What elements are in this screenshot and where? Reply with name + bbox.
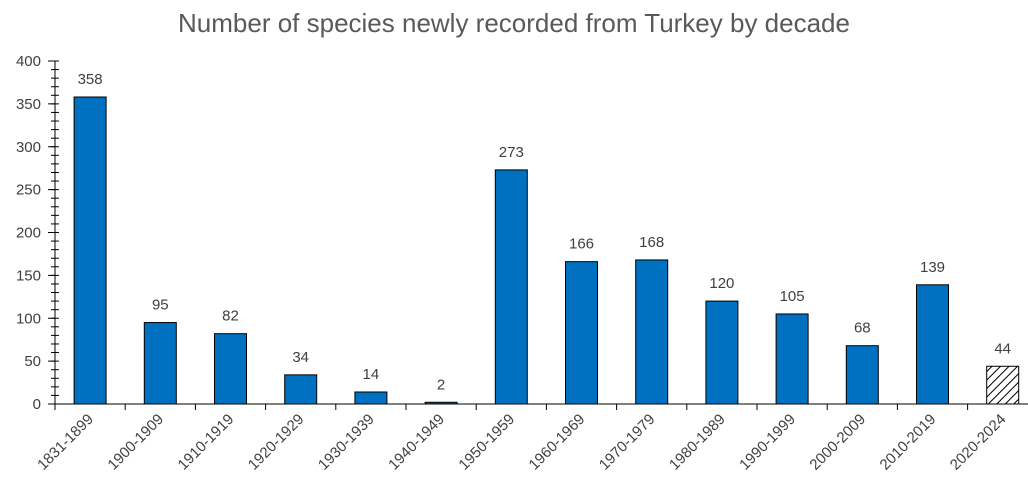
- data-label: 82: [222, 308, 239, 325]
- y-tick-label: 250: [16, 182, 41, 199]
- data-label: 95: [152, 297, 169, 314]
- bar: [494, 169, 528, 405]
- data-label: 166: [569, 236, 594, 253]
- data-label: 120: [709, 275, 734, 292]
- bar: [73, 96, 107, 405]
- data-label: 105: [780, 288, 805, 305]
- bar: [424, 401, 458, 405]
- bar: [635, 259, 669, 405]
- bar: [354, 391, 388, 405]
- bar: [986, 365, 1020, 405]
- data-label: 273: [499, 144, 524, 161]
- bar: [284, 374, 318, 405]
- bar: [705, 300, 739, 405]
- bar: [845, 345, 879, 405]
- y-tick-label: 100: [16, 310, 41, 327]
- y-tick-label: 150: [16, 267, 41, 284]
- x-tick-label: 1950-1959: [455, 411, 518, 474]
- x-tick-label: 2000-2009: [806, 411, 869, 474]
- bar: [916, 284, 949, 405]
- data-label: 44: [994, 340, 1011, 357]
- x-tick-label: 1990-1999: [736, 411, 799, 474]
- y-tick-label: 300: [16, 139, 41, 156]
- bar: [775, 313, 809, 405]
- x-tick-label: 1960-1969: [526, 411, 589, 474]
- x-tick-label: 2020-2024: [947, 411, 1010, 474]
- x-tick-label: 1970-1979: [596, 411, 659, 474]
- x-tick-label: 1980-1989: [666, 411, 729, 474]
- x-tick-label: 2010-2019: [877, 411, 940, 474]
- data-label: 139: [920, 259, 945, 276]
- data-label: 168: [639, 234, 664, 251]
- data-label: 14: [363, 366, 380, 383]
- data-label: 358: [78, 71, 103, 88]
- bar: [565, 261, 598, 405]
- chart-title: Number of species newly recorded from Tu…: [178, 8, 850, 38]
- x-tick-label: 1910-1919: [175, 411, 238, 474]
- x-tick-label: 1900-1909: [104, 411, 167, 474]
- x-tick-label: 1920-1929: [245, 411, 308, 474]
- data-label: 68: [854, 320, 871, 337]
- y-tick-label: 200: [16, 225, 41, 242]
- x-tick-label: 1930-1939: [315, 411, 378, 474]
- y-tick-label: 350: [16, 96, 41, 113]
- bar: [214, 333, 247, 405]
- y-tick-label: 50: [24, 353, 41, 370]
- x-tick-label: 1831-1899: [34, 411, 97, 474]
- y-tick-label: 400: [16, 53, 41, 70]
- x-tick-label: 1940-1949: [385, 411, 448, 474]
- y-tick-label: 0: [33, 396, 41, 413]
- data-label: 34: [292, 349, 309, 366]
- data-label: 2: [437, 376, 445, 393]
- bar: [143, 322, 177, 405]
